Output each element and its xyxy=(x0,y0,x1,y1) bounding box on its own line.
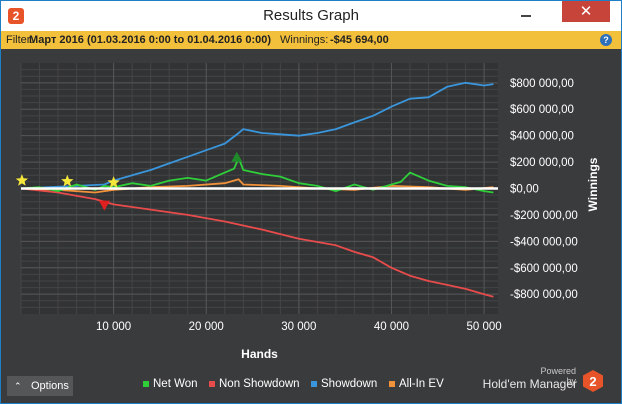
legend-label: Showdown xyxy=(321,378,378,390)
y-tick-label: $200 000,00 xyxy=(510,157,574,169)
y-tick-label: $600 000,00 xyxy=(510,104,574,116)
y-tick-label: $0,00 xyxy=(510,184,539,196)
holdem-manager-logo-icon: 2 xyxy=(583,370,603,392)
legend-label: Non Showdown xyxy=(219,378,300,390)
x-tick-label: 20 000 xyxy=(189,321,224,333)
star-marker xyxy=(61,174,74,187)
help-icon[interactable]: ? xyxy=(600,34,612,46)
close-button[interactable]: ✕ xyxy=(562,1,610,22)
filter-label: Filter: xyxy=(6,34,34,46)
legend-label: Net Won xyxy=(153,378,198,390)
y-axis-title: Winnings xyxy=(586,157,600,211)
x-tick-label: 50 000 xyxy=(467,321,502,333)
legend-swatch xyxy=(311,381,317,387)
winnings-value: -$45 694,00 xyxy=(330,34,389,46)
x-tick-label: 30 000 xyxy=(281,321,316,333)
filter-value[interactable]: Март 2016 (01.03.2016 0:00 to 01.04.2016… xyxy=(29,34,272,46)
results-chart: $800 000,00 $600 000,00 $400 000,00 $200 00… xyxy=(15,63,600,361)
brand-name: Hold'em Manager xyxy=(482,377,577,391)
legend-swatch xyxy=(389,381,395,387)
chevron-up-icon: ⌃ xyxy=(14,381,22,391)
x-tick-label: 10 000 xyxy=(96,321,131,333)
series-line-non-showdown xyxy=(20,187,494,298)
y-tick-label: -$600 000,00 xyxy=(510,263,578,275)
x-tick-label: 40 000 xyxy=(374,321,409,333)
filter-bar: Filter: Март 2016 (01.03.2016 0:00 to 01… xyxy=(1,31,621,49)
options-button[interactable]: ⌃ Options xyxy=(7,376,73,396)
triangle-up-marker xyxy=(231,151,243,162)
options-label: Options xyxy=(31,380,69,392)
powered-by-label: Powered by xyxy=(540,366,576,386)
winnings-label: Winnings: xyxy=(280,34,329,46)
y-tick-label: $400 000,00 xyxy=(510,131,574,143)
x-axis-title: Hands xyxy=(241,347,278,361)
legend-swatch xyxy=(209,381,215,387)
legend-swatch xyxy=(143,381,149,387)
star-marker xyxy=(15,174,29,186)
y-tick-label: $800 000,00 xyxy=(510,78,574,90)
app-logo-icon: 2 xyxy=(8,8,24,24)
triangle-down-marker xyxy=(98,200,110,211)
legend-label: All-In EV xyxy=(399,378,444,390)
title-bar[interactable]: 2 Results Graph ✕ xyxy=(1,1,621,31)
footer-bar: ⌃ Options Net Won Non Showdown Showdown … xyxy=(1,366,621,403)
minimize-button[interactable] xyxy=(513,5,539,25)
y-tick-label: -$200 000,00 xyxy=(510,210,578,222)
star-marker xyxy=(107,176,120,188)
series-line-net-won xyxy=(20,157,494,194)
window-title: Results Graph xyxy=(263,7,359,24)
y-tick-label: -$400 000,00 xyxy=(510,236,578,248)
series-line-showdown xyxy=(20,81,494,190)
brand-logo-glyph: 2 xyxy=(589,374,596,389)
y-tick-label: -$800 000,00 xyxy=(510,289,578,301)
series-line-all-in-ev xyxy=(20,178,494,194)
